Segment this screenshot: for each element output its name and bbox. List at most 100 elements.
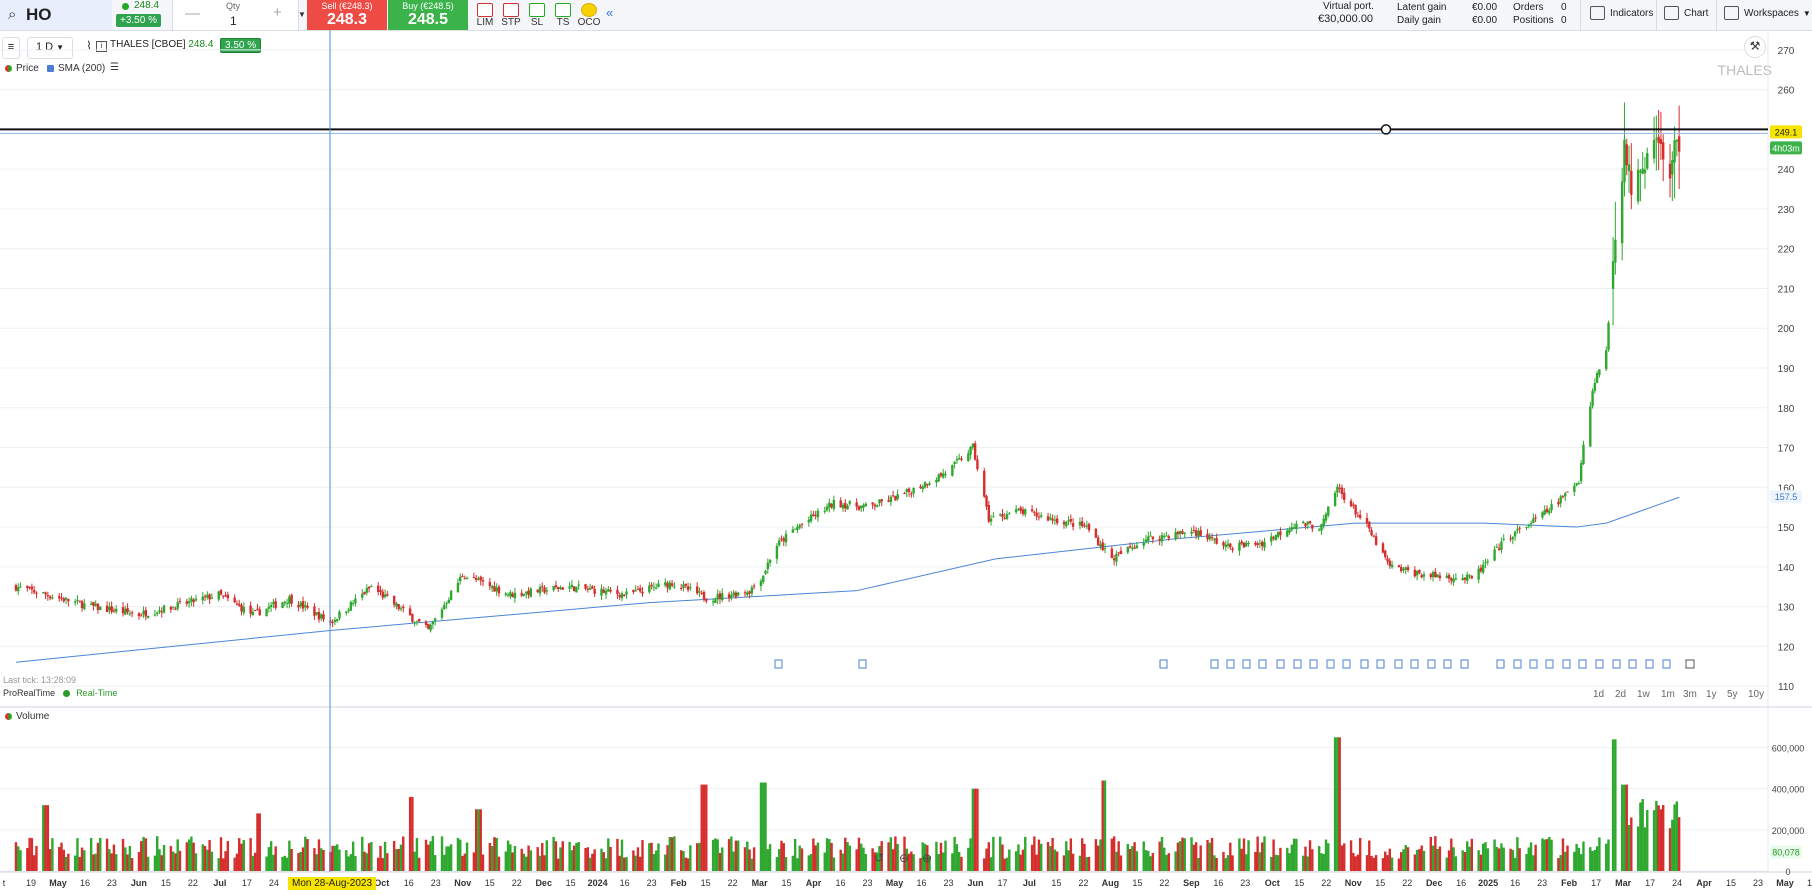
x-tick-label: 17	[1645, 878, 1655, 888]
candle-body	[185, 601, 189, 604]
legend-sma[interactable]: SMA (200)	[47, 63, 105, 74]
volume-bar	[506, 840, 510, 871]
event-marker-icon	[1427, 659, 1436, 669]
order-type-lim[interactable]: LIM	[472, 0, 498, 30]
legend-list-icon[interactable]: ☰	[110, 62, 119, 73]
zoom-out-icon[interactable]: ⊖	[898, 851, 910, 865]
drag-handle-icon[interactable]: ≡	[2, 37, 20, 59]
candle-body	[855, 502, 858, 507]
quantity-stepper[interactable]: — Qty 1 +	[172, 0, 299, 30]
candle-body	[527, 590, 530, 596]
volume-legend[interactable]: Volume	[5, 711, 49, 722]
range-10y[interactable]: 10y	[1748, 689, 1765, 700]
volume-bar	[846, 842, 849, 871]
range-1y[interactable]: 1y	[1706, 689, 1717, 700]
zoom-in-icon[interactable]: ⊕	[921, 851, 933, 865]
candle-body	[907, 488, 911, 492]
reset-zoom-icon[interactable]: ↺	[873, 851, 885, 865]
volume-bar	[333, 845, 337, 871]
qty-increment-button[interactable]: +	[273, 4, 282, 21]
candle-body	[750, 587, 754, 594]
volume-bar	[775, 857, 779, 871]
candle-body	[552, 585, 555, 591]
buy-button[interactable]: Buy (€248.5) 248.5	[388, 0, 468, 30]
range-1d[interactable]: 1d	[1593, 689, 1605, 700]
candle-body	[743, 592, 747, 594]
order-type-oco[interactable]: OCO	[576, 0, 602, 30]
candle-body	[96, 603, 100, 610]
volume-bar	[784, 857, 788, 871]
candle-body	[572, 586, 576, 592]
candle-body	[1065, 521, 1068, 527]
candle-body	[1639, 170, 1642, 173]
candle-body	[504, 593, 507, 595]
wrench-icon[interactable]: ⚒	[1744, 36, 1766, 58]
volume-bar	[602, 852, 605, 871]
candle-body	[206, 594, 209, 598]
volume-bar	[1096, 845, 1100, 871]
candle-body	[998, 514, 1002, 516]
volume-bar	[1035, 854, 1038, 871]
volume-bar	[668, 837, 672, 871]
chart-type-icon[interactable]: ⌇	[86, 40, 92, 52]
candle-body	[1322, 518, 1325, 526]
volume-bar	[335, 844, 339, 871]
volume-bar	[459, 839, 462, 871]
sell-button[interactable]: Sell (€248.3) 248.3	[307, 0, 387, 30]
candle-body	[1112, 558, 1116, 561]
candle-body	[695, 586, 699, 594]
volume-bar	[541, 843, 544, 871]
x-tick-label: Dec	[535, 878, 552, 888]
stop-order-icon	[503, 3, 519, 17]
range-1w[interactable]: 1w	[1637, 689, 1650, 700]
volume-bar	[520, 848, 523, 871]
candle-body	[281, 602, 284, 608]
volume-bar	[960, 856, 963, 871]
order-type-ts[interactable]: TS	[550, 0, 576, 30]
qty-dropdown-icon[interactable]: ▼	[298, 10, 306, 19]
order-type-stp[interactable]: STP	[498, 0, 524, 30]
volume-bar	[192, 842, 195, 871]
range-5y[interactable]: 5y	[1727, 689, 1738, 700]
legend-price[interactable]: Price	[5, 63, 39, 74]
range-1m[interactable]: 1m	[1661, 689, 1675, 700]
x-tick-label: 16	[1510, 878, 1520, 888]
volume-bar	[875, 852, 879, 871]
x-tick-label: Nov	[1345, 878, 1362, 888]
order-type-sl[interactable]: SL	[524, 0, 550, 30]
candle-body	[1661, 142, 1665, 160]
candle-body	[896, 494, 899, 500]
volume-bar	[1623, 784, 1626, 871]
volume-bar	[1231, 855, 1234, 871]
candle-body	[556, 586, 560, 590]
candle-body	[1014, 509, 1018, 513]
symbol-search[interactable]: ⌕ HO	[0, 0, 112, 30]
qty-input[interactable]: 1	[230, 14, 237, 28]
range-2d[interactable]: 2d	[1615, 689, 1627, 700]
y-tick-label: 220	[1778, 245, 1795, 256]
candle-body	[506, 594, 510, 596]
range-3m[interactable]: 3m	[1683, 689, 1697, 700]
volume-bar	[272, 854, 275, 871]
collapse-icon[interactable]: «	[606, 5, 614, 20]
volume-bar	[732, 851, 735, 871]
candle-body	[290, 594, 293, 604]
x-tick-label: 22	[1159, 878, 1169, 888]
candle-body	[1174, 532, 1177, 540]
info-icon[interactable]: i	[96, 41, 107, 52]
candle-body	[1149, 535, 1152, 537]
x-tick-label: Sep	[1183, 878, 1200, 888]
volume-bar	[766, 849, 770, 871]
candle-body	[1046, 516, 1050, 521]
volume-bar	[1550, 839, 1553, 871]
chart-button[interactable]: Chart	[1664, 0, 1708, 30]
indicators-button[interactable]: Indicators	[1590, 0, 1653, 30]
candle-body	[1317, 529, 1321, 531]
candle-body	[1611, 261, 1615, 289]
candle-body	[1525, 527, 1528, 529]
workspaces-button[interactable]: Workspaces ▼	[1724, 0, 1811, 30]
qty-decrement-button[interactable]: —	[185, 5, 200, 22]
volume-bar	[522, 853, 526, 871]
volume-bar	[1065, 841, 1068, 871]
